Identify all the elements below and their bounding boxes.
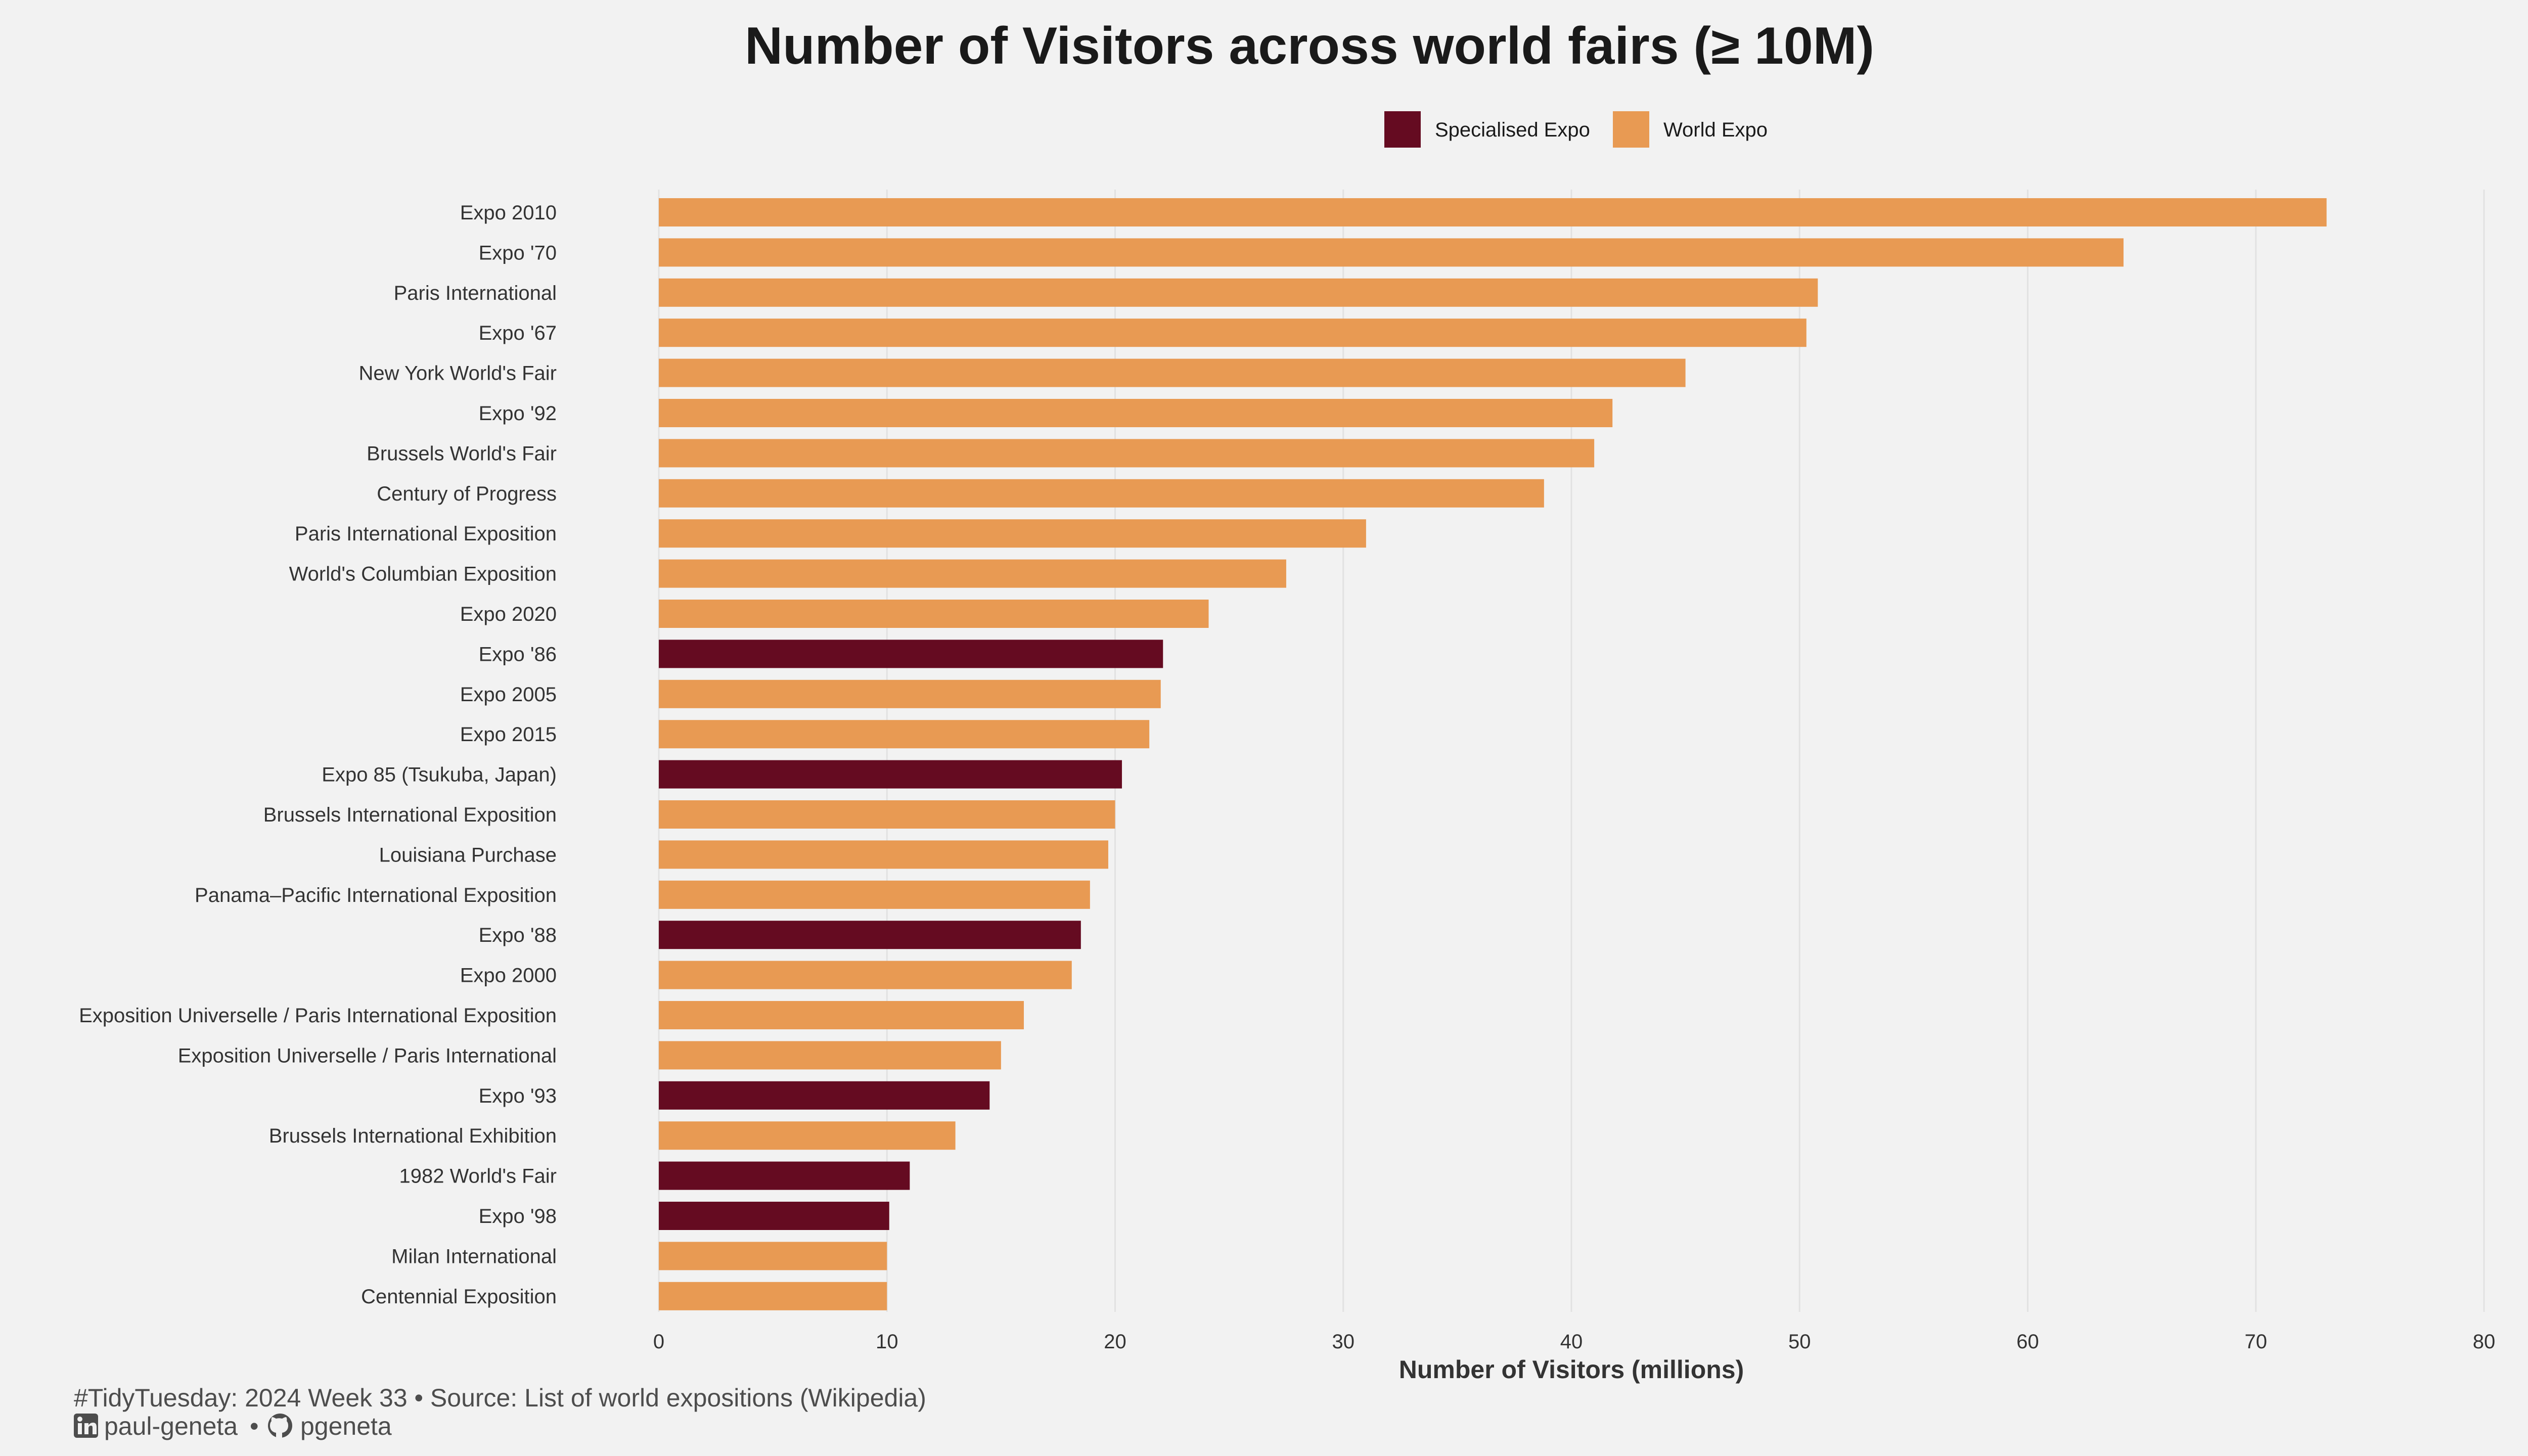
category-label: Brussels World's Fair bbox=[367, 442, 557, 465]
bar bbox=[659, 358, 1686, 387]
bars bbox=[659, 198, 2327, 1310]
linkedin-icon bbox=[74, 1414, 98, 1438]
bar bbox=[659, 679, 1161, 708]
caption-separator: • bbox=[250, 1412, 259, 1440]
bar bbox=[659, 720, 1150, 749]
bar bbox=[659, 479, 1544, 508]
bar bbox=[659, 921, 1081, 949]
bar bbox=[659, 1121, 956, 1150]
category-label: Expo '93 bbox=[479, 1085, 557, 1107]
legend: Specialised Expo World Expo bbox=[1384, 111, 1768, 148]
bar bbox=[659, 399, 1613, 427]
x-axis-title: Number of Visitors (millions) bbox=[1399, 1355, 1744, 1384]
legend-label-specialised: Specialised Expo bbox=[1435, 119, 1590, 141]
bar bbox=[659, 760, 1122, 789]
category-label: Expo '98 bbox=[479, 1205, 557, 1227]
bar bbox=[659, 559, 1286, 588]
bar bbox=[659, 800, 1115, 829]
x-tick-label: 50 bbox=[1788, 1331, 1811, 1353]
bar bbox=[659, 519, 1366, 548]
x-tick-label: 70 bbox=[2245, 1331, 2268, 1353]
category-label: Century of Progress bbox=[377, 483, 557, 505]
category-labels: Expo 2010 Expo '70 Paris International Expo… bbox=[79, 202, 557, 1308]
x-tick-label: 80 bbox=[2473, 1331, 2496, 1353]
legend-swatch-world bbox=[1613, 111, 1649, 148]
bar bbox=[659, 600, 1209, 628]
category-label: New York World's Fair bbox=[359, 362, 557, 385]
x-tick-label: 60 bbox=[2016, 1331, 2039, 1353]
category-label: Paris International Exposition bbox=[295, 523, 557, 545]
bar bbox=[659, 439, 1595, 468]
category-label: Expo 85 (Tsukuba, Japan) bbox=[322, 764, 557, 786]
category-label: Expo '88 bbox=[479, 924, 557, 946]
category-label: Milan International bbox=[391, 1245, 557, 1267]
bar bbox=[659, 1081, 990, 1110]
category-label: Centennial Exposition bbox=[361, 1286, 557, 1308]
category-label: Exposition Universelle / Paris Internati… bbox=[178, 1044, 557, 1067]
category-label: Paris International bbox=[394, 282, 557, 304]
bar bbox=[659, 640, 1163, 668]
bar bbox=[659, 1041, 1001, 1070]
bar bbox=[659, 1282, 887, 1310]
x-tick-label: 40 bbox=[1560, 1331, 1583, 1353]
category-label: Expo '70 bbox=[479, 242, 557, 264]
bar bbox=[659, 318, 1807, 347]
category-label: Panama–Pacific International Exposition bbox=[195, 884, 557, 906]
bar bbox=[659, 278, 1818, 307]
caption-github-handle: pgeneta bbox=[300, 1412, 392, 1440]
bar bbox=[659, 198, 2327, 226]
category-label: 1982 World's Fair bbox=[399, 1165, 557, 1188]
github-icon bbox=[268, 1414, 292, 1438]
x-tick-label: 30 bbox=[1332, 1331, 1355, 1353]
category-label: Expo 2020 bbox=[460, 603, 557, 625]
category-label: Brussels International Exhibition bbox=[269, 1125, 557, 1147]
category-label: Expo 2005 bbox=[460, 684, 557, 706]
category-label: Expo 2015 bbox=[460, 723, 557, 746]
bar bbox=[659, 880, 1090, 909]
category-label: Expo '86 bbox=[479, 643, 557, 665]
category-label: World's Columbian Exposition bbox=[289, 563, 557, 585]
legend-label-world: World Expo bbox=[1663, 119, 1768, 141]
bar bbox=[659, 1161, 910, 1190]
category-label: Expo 2010 bbox=[460, 202, 557, 224]
bar bbox=[659, 1242, 887, 1270]
x-tick-label: 0 bbox=[653, 1331, 664, 1353]
x-tick-labels: 0 10 20 30 40 50 60 70 80 bbox=[653, 1331, 2495, 1353]
category-label: Exposition Universelle / Paris Internati… bbox=[79, 1005, 557, 1027]
bar bbox=[659, 238, 2124, 267]
caption-line-1: #TidyTuesday: 2024 Week 33 • Source: Lis… bbox=[74, 1384, 926, 1412]
category-label: Brussels International Exposition bbox=[263, 804, 557, 826]
bar bbox=[659, 961, 1072, 989]
chart-title: Number of Visitors across world fairs (≥… bbox=[745, 17, 1874, 75]
bar bbox=[659, 1202, 889, 1230]
x-tick-label: 20 bbox=[1104, 1331, 1126, 1353]
bar bbox=[659, 1001, 1024, 1029]
caption-linkedin-handle: paul-geneta bbox=[104, 1412, 238, 1440]
caption: #TidyTuesday: 2024 Week 33 • Source: Lis… bbox=[74, 1384, 926, 1440]
category-label: Louisiana Purchase bbox=[379, 844, 557, 866]
x-tick-label: 10 bbox=[876, 1331, 898, 1353]
category-label: Expo 2000 bbox=[460, 965, 557, 987]
category-label: Expo '67 bbox=[479, 322, 557, 344]
category-label: Expo '92 bbox=[479, 402, 557, 425]
bar bbox=[659, 840, 1108, 869]
legend-swatch-specialised bbox=[1384, 111, 1421, 148]
